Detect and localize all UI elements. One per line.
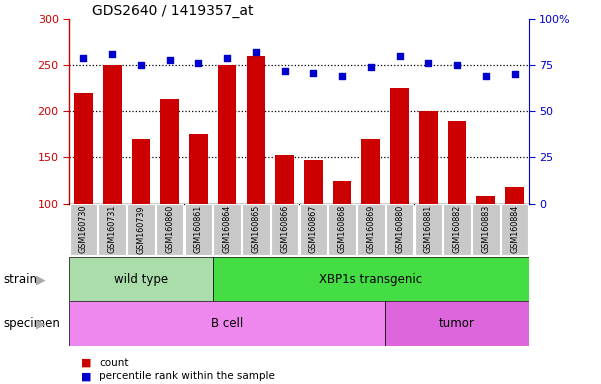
Bar (160, 99, 179, 204)
Bar (127, 204, 154, 255)
Bar (390, 88, 409, 204)
Point (136, 62, 146, 68)
Bar (415, 204, 442, 255)
Text: ■: ■ (81, 358, 91, 368)
Text: GSM160868: GSM160868 (338, 205, 347, 253)
Point (395, 53, 404, 59)
Text: GSM160864: GSM160864 (222, 205, 231, 253)
Point (280, 68, 290, 74)
Text: B cell: B cell (211, 317, 243, 330)
Point (108, 51, 117, 57)
Point (194, 60, 203, 66)
Point (308, 70, 318, 76)
Bar (99, 204, 126, 255)
Text: GSM160731: GSM160731 (108, 205, 117, 253)
Point (79, 55, 88, 61)
Text: strain: strain (3, 273, 37, 286)
Bar (472, 204, 499, 255)
Bar (361, 139, 380, 204)
Bar (275, 155, 294, 204)
Text: GSM160865: GSM160865 (251, 205, 260, 253)
Point (366, 64, 376, 70)
Bar (185, 204, 212, 255)
Text: GSM160884: GSM160884 (510, 205, 519, 253)
Bar (477, 196, 495, 204)
Bar (386, 204, 413, 255)
Text: GSM160867: GSM160867 (309, 205, 318, 253)
Point (222, 55, 232, 61)
Bar (419, 111, 438, 204)
Bar (299, 204, 327, 255)
Bar (448, 121, 466, 204)
Point (165, 57, 174, 63)
Text: count: count (99, 358, 129, 368)
Text: ▶: ▶ (36, 317, 46, 330)
Point (251, 49, 261, 55)
Bar (357, 204, 385, 255)
Point (510, 71, 519, 78)
Text: GSM160883: GSM160883 (481, 205, 490, 253)
Text: percentile rank within the sample: percentile rank within the sample (99, 371, 275, 381)
Bar (156, 204, 183, 255)
Text: GSM160730: GSM160730 (79, 205, 88, 253)
Text: ■: ■ (81, 371, 91, 381)
Bar (385, 301, 529, 346)
Point (337, 73, 347, 79)
Text: specimen: specimen (3, 317, 60, 330)
Bar (271, 204, 299, 255)
Text: GSM160882: GSM160882 (453, 205, 462, 253)
Bar (213, 204, 241, 255)
Text: GSM160860: GSM160860 (165, 205, 174, 253)
Bar (70, 204, 97, 255)
Text: tumor: tumor (439, 317, 475, 330)
Bar (501, 204, 528, 255)
Bar (74, 93, 93, 204)
Bar (69, 301, 385, 346)
Bar (189, 134, 208, 204)
Bar (242, 204, 270, 255)
Bar (103, 65, 121, 204)
Text: GSM160880: GSM160880 (395, 205, 404, 253)
Text: GSM160869: GSM160869 (367, 205, 376, 253)
Point (452, 62, 462, 68)
Bar (328, 204, 356, 255)
Text: ▶: ▶ (36, 273, 46, 286)
Text: GSM160866: GSM160866 (280, 205, 289, 253)
Text: wild type: wild type (114, 273, 168, 286)
Text: XBP1s transgenic: XBP1s transgenic (319, 273, 423, 286)
Text: GDS2640 / 1419357_at: GDS2640 / 1419357_at (92, 4, 254, 18)
Text: GSM160881: GSM160881 (424, 205, 433, 253)
Bar (333, 181, 352, 204)
Bar (444, 204, 471, 255)
Bar (69, 257, 213, 301)
Bar (505, 187, 524, 204)
Bar (132, 139, 150, 204)
Text: GSM160861: GSM160861 (194, 205, 203, 253)
Point (481, 73, 490, 79)
Bar (304, 160, 323, 204)
Bar (246, 56, 265, 204)
Bar (213, 257, 529, 301)
Text: GSM160739: GSM160739 (136, 205, 145, 253)
Bar (218, 65, 237, 204)
Point (424, 60, 433, 66)
